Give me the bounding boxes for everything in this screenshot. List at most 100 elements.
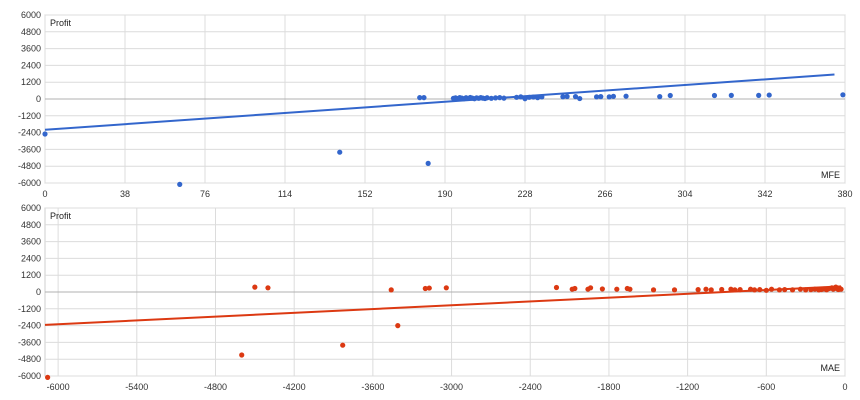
y-tick-label: 0	[36, 94, 41, 104]
y-axis-label: Profit	[50, 18, 72, 28]
x-tick-label: -3000	[440, 382, 463, 392]
data-point	[766, 92, 772, 98]
data-point	[598, 94, 604, 100]
y-tick-label: 0	[36, 287, 41, 297]
data-point	[610, 93, 617, 99]
data-point	[530, 94, 537, 100]
x-tick-label: 266	[597, 189, 612, 199]
data-point	[728, 92, 734, 98]
y-tick-label: 4800	[21, 220, 41, 230]
trendline	[44, 285, 842, 326]
x-tick-label: -4800	[204, 382, 227, 392]
data-point	[239, 352, 245, 358]
data-point	[587, 285, 594, 291]
data-point	[518, 94, 524, 100]
data-point	[737, 287, 743, 293]
data-point	[572, 94, 579, 100]
mfe-chart: 6000 4800 3600 2400 1200 0 -1200 -2400 -3600 -480…	[18, 10, 853, 199]
data-point	[789, 287, 796, 293]
x-tick-label: 0	[42, 189, 47, 199]
data-point	[45, 374, 51, 380]
data-point	[671, 287, 678, 293]
y-tick-label: -3600	[18, 144, 41, 154]
y-axis-label: Profit	[50, 211, 72, 221]
y-tick-label: 3600	[21, 237, 41, 247]
y-tick-label: -4800	[18, 354, 41, 364]
x-tick-label: 342	[757, 189, 772, 199]
x-tick-label: -4200	[283, 382, 306, 392]
data-point	[803, 287, 809, 293]
data-point	[627, 286, 633, 292]
data-point	[606, 94, 612, 100]
data-point	[422, 285, 428, 292]
data-point	[719, 286, 725, 293]
data-point	[388, 287, 394, 293]
data-point	[425, 160, 431, 166]
data-point	[623, 93, 629, 99]
x-tick-label: 38	[120, 189, 130, 199]
data-point	[539, 94, 545, 100]
data-point	[564, 93, 570, 100]
y-tick-label: -2400	[18, 128, 41, 138]
y-tick-label: -2400	[18, 321, 41, 331]
y-tick-label: -6000	[18, 371, 41, 381]
data-point	[417, 95, 423, 101]
data-point	[553, 284, 560, 291]
data-point	[732, 287, 738, 293]
x-tick-label: 114	[278, 189, 292, 199]
data-point	[484, 95, 490, 101]
x-tick-label: 380	[837, 189, 852, 199]
data-point	[728, 286, 734, 292]
data-point	[763, 287, 769, 293]
data-point	[177, 181, 183, 187]
data-point	[756, 92, 762, 98]
data-point	[535, 95, 541, 101]
y-tick-label: 1200	[21, 270, 41, 280]
data-point	[526, 94, 532, 100]
y-tick-label: -3600	[18, 337, 41, 347]
y-tick-label: -6000	[18, 178, 41, 188]
x-tick-label: 0	[842, 382, 847, 392]
data-point	[599, 286, 605, 292]
data-point	[711, 92, 718, 99]
x-tick-label: -1200	[676, 382, 699, 392]
y-tick-label: 4800	[21, 27, 41, 37]
data-point	[593, 94, 600, 100]
data-point	[252, 284, 258, 290]
data-point	[768, 286, 775, 292]
data-point	[421, 95, 427, 101]
x-tick-label: 228	[517, 189, 532, 199]
x-tick-label: -2400	[519, 382, 542, 392]
trendline	[44, 73, 835, 131]
x-tick-label: 76	[200, 189, 210, 199]
y-tick-label: 1200	[21, 77, 41, 87]
y-tick-label: -4800	[18, 161, 41, 171]
y-tick-label: 6000	[21, 203, 41, 213]
data-point	[577, 95, 583, 102]
data-point	[497, 95, 503, 101]
data-point	[426, 285, 432, 291]
data-point	[42, 131, 48, 137]
data-point	[572, 285, 578, 292]
data-point	[337, 149, 343, 155]
y-tick-label: -1200	[18, 111, 41, 121]
data-point	[513, 94, 520, 100]
data-point	[703, 286, 709, 292]
x-axis-label: MFE	[821, 170, 840, 180]
y-tick-label: 6000	[21, 10, 41, 20]
data-point	[751, 287, 758, 293]
x-tick-label: -5400	[125, 382, 148, 392]
mae-chart: 6000 4800 3600 2400 1200 0 -1200 -2400 -3600 -480…	[18, 203, 848, 392]
data-point	[650, 287, 657, 293]
data-point	[614, 286, 620, 292]
data-point	[708, 287, 714, 293]
x-axis-label: MAE	[820, 363, 840, 373]
data-point	[340, 342, 346, 348]
data-point	[840, 92, 846, 98]
data-point	[667, 92, 673, 99]
x-tick-label: 190	[437, 189, 452, 199]
data-point	[488, 95, 494, 101]
x-tick-label: -6000	[47, 382, 70, 392]
data-point	[492, 95, 499, 101]
